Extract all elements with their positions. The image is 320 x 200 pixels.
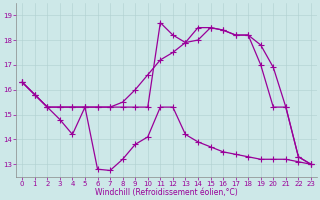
X-axis label: Windchill (Refroidissement éolien,°C): Windchill (Refroidissement éolien,°C) [95,188,238,197]
